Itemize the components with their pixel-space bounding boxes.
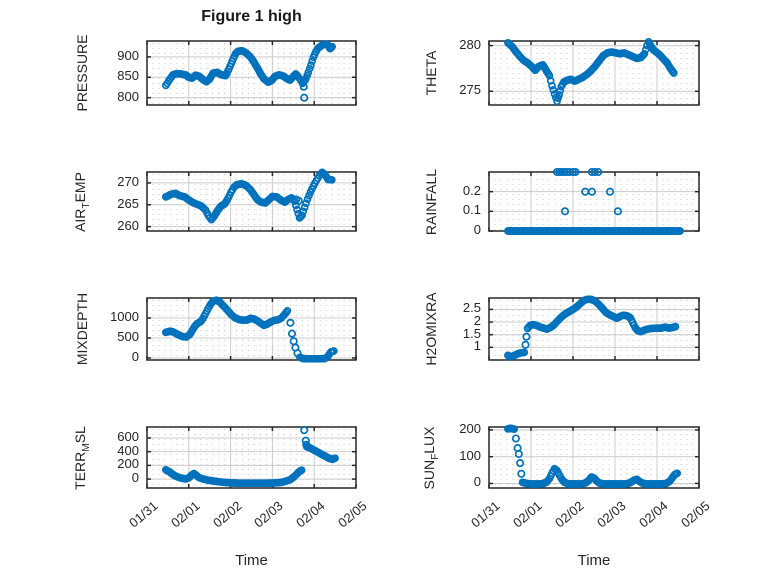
minor-grid: [488, 174, 700, 230]
y-label-text: THETA: [423, 50, 439, 96]
y-label-subscript: F: [429, 453, 441, 460]
y-label-text: MIXDEPTH: [74, 292, 90, 366]
y-tick-label-rainfall: 0.1: [462, 202, 481, 218]
data-markers: [504, 295, 680, 361]
axes-box: [146, 40, 357, 106]
y-tick-label-h2omixra: 1: [473, 338, 481, 354]
y-tick-label-pressure: 850: [117, 68, 139, 84]
subplot-air-temp: [146, 168, 357, 232]
y-tick-label-h2omixra: 1.5: [462, 325, 481, 341]
subplot-sun-flux: [488, 424, 700, 489]
y-tick-label-theta: 275: [459, 82, 481, 98]
y-axis-label-sun-flux: SUNFLUX: [421, 426, 441, 489]
major-grid: [147, 298, 356, 360]
y-tick-label-sun-flux: 200: [459, 420, 481, 436]
subplot-rainfall: [488, 167, 700, 235]
y-label-text: SUN: [421, 459, 438, 489]
data-markers: [161, 40, 337, 102]
data-markers: [161, 426, 339, 488]
y-tick-label-theta: 280: [459, 36, 481, 52]
major-grid: [489, 41, 699, 105]
axes-box: [146, 297, 357, 361]
axes-box: [488, 171, 700, 232]
y-tick-label-pressure: 800: [117, 88, 139, 104]
figure-title: Figure 1 high: [201, 8, 302, 25]
y-tick-label-air-temp: 265: [117, 195, 139, 211]
y-label-text: EMP: [72, 171, 89, 202]
axes-box: [488, 426, 700, 489]
y-axis-label-theta: THETA: [423, 51, 439, 96]
subplot-terr-msl: [146, 426, 357, 489]
y-label-text: TERR: [72, 451, 89, 490]
major-grid: [147, 172, 356, 231]
y-label-subscript: M: [80, 442, 92, 452]
y-tick-label-air-temp: 260: [117, 217, 139, 233]
y-label-subscript: T: [80, 201, 92, 209]
y-label-text: AIR: [72, 208, 89, 232]
y-tick-label-sun-flux: 0: [473, 474, 481, 490]
minor-grid: [146, 300, 357, 359]
y-tick-label-mixdepth: 0: [131, 349, 139, 364]
y-label-text: SL: [72, 425, 89, 443]
y-tick-label-terr-msl: 200: [117, 456, 139, 472]
y-axis-label-mixdepth: MIXDEPTH: [74, 293, 90, 365]
y-tick-label-air-temp: 270: [117, 173, 139, 189]
y-tick-label-rainfall: 0.2: [462, 182, 481, 198]
minor-grid: [146, 174, 357, 230]
y-axis-label-terr-msl: TERRMSL: [72, 426, 92, 490]
major-grid: [489, 172, 699, 231]
subplot-theta: [488, 38, 700, 106]
data-markers: [504, 424, 682, 488]
y-tick-label-mixdepth: 1000: [110, 309, 139, 324]
data-markers: [161, 296, 338, 363]
y-tick-label-mixdepth: 500: [117, 329, 139, 344]
data-markers: [504, 167, 684, 235]
y-tick-label-sun-flux: 100: [459, 447, 481, 463]
y-axis-label-air-temp: AIRTEMP: [72, 172, 92, 232]
y-label-text: PRESSURE: [74, 34, 90, 112]
y-label-text: H2OMIXRA: [423, 292, 439, 366]
y-axis-label-pressure: PRESSURE: [74, 34, 90, 111]
y-label-text: LUX: [421, 426, 438, 454]
subplot-pressure: [146, 40, 357, 106]
axes-box: [488, 40, 700, 106]
y-tick-label-pressure: 900: [117, 47, 139, 63]
axes-box: [146, 171, 357, 232]
y-label-text: RAINFALL: [423, 168, 439, 235]
y-axis-label-h2omixra: H2OMIXRA: [423, 292, 439, 365]
x-axis-label: Time: [235, 552, 268, 569]
y-tick-label-terr-msl: 600: [117, 428, 139, 444]
y-tick-label-terr-msl: 400: [117, 442, 139, 458]
data-markers: [161, 168, 336, 224]
subplot-h2omixra: [488, 295, 700, 361]
y-tick-label-rainfall: 0: [473, 222, 481, 237]
x-axis-label: Time: [577, 552, 611, 569]
y-tick-label-terr-msl: 0: [131, 470, 139, 486]
axes-box: [488, 297, 700, 361]
data-markers: [504, 38, 678, 106]
subplot-mixdepth: [146, 296, 357, 363]
y-tick-label-h2omixra: 2.5: [462, 300, 481, 316]
y-axis-label-rainfall: RAINFALL: [423, 168, 439, 234]
y-tick-label-h2omixra: 2: [473, 313, 481, 329]
